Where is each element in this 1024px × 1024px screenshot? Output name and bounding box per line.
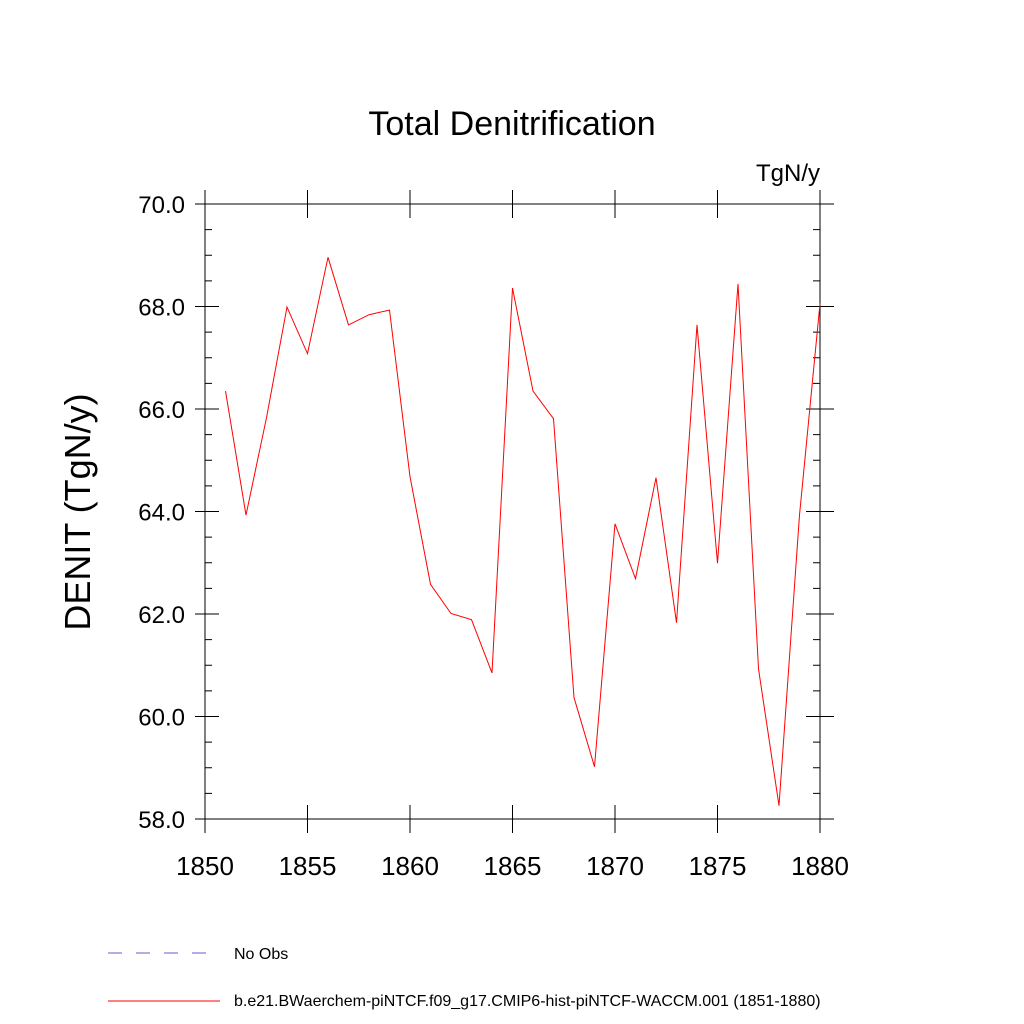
y-tick-label: 58.0 xyxy=(138,807,185,834)
chart-title: Total Denitrification xyxy=(368,105,655,143)
x-tick-label: 1855 xyxy=(279,851,337,881)
legend-label-model-run: b.e21.BWaerchem-piNTCF.f09_g17.CMIP6-his… xyxy=(234,993,821,1010)
y-axis-label: DENIT (TgN/y) xyxy=(57,393,98,630)
data-series xyxy=(225,257,821,806)
x-tick-label: 1860 xyxy=(381,851,439,881)
y-tick-label: 68.0 xyxy=(138,295,185,322)
x-tick-label: 1875 xyxy=(689,851,747,881)
y-tick-label: 64.0 xyxy=(138,500,185,527)
legend: No Obs b.e21.BWaerchem-piNTCF.f09_g17.CM… xyxy=(108,946,821,1010)
x-tick-label: 1870 xyxy=(586,851,644,881)
y-tick-label: 60.0 xyxy=(138,705,185,732)
y-tick-label: 66.0 xyxy=(138,397,185,424)
y-tick-label: 70.0 xyxy=(138,192,185,219)
y-axis: 58.0 60.0 62.0 64.0 66.0 68.0 70.0 xyxy=(138,192,834,834)
x-tick-label: 1865 xyxy=(484,851,542,881)
y-tick-label: 62.0 xyxy=(138,602,185,629)
x-tick-label: 1850 xyxy=(176,851,234,881)
x-axis: 1850 1855 1860 1865 1870 1875 1880 xyxy=(176,190,849,881)
legend-label-no-obs: No Obs xyxy=(234,946,288,963)
units-label: TgN/y xyxy=(756,160,820,187)
x-tick-label: 1880 xyxy=(791,851,849,881)
series-line xyxy=(225,257,821,806)
